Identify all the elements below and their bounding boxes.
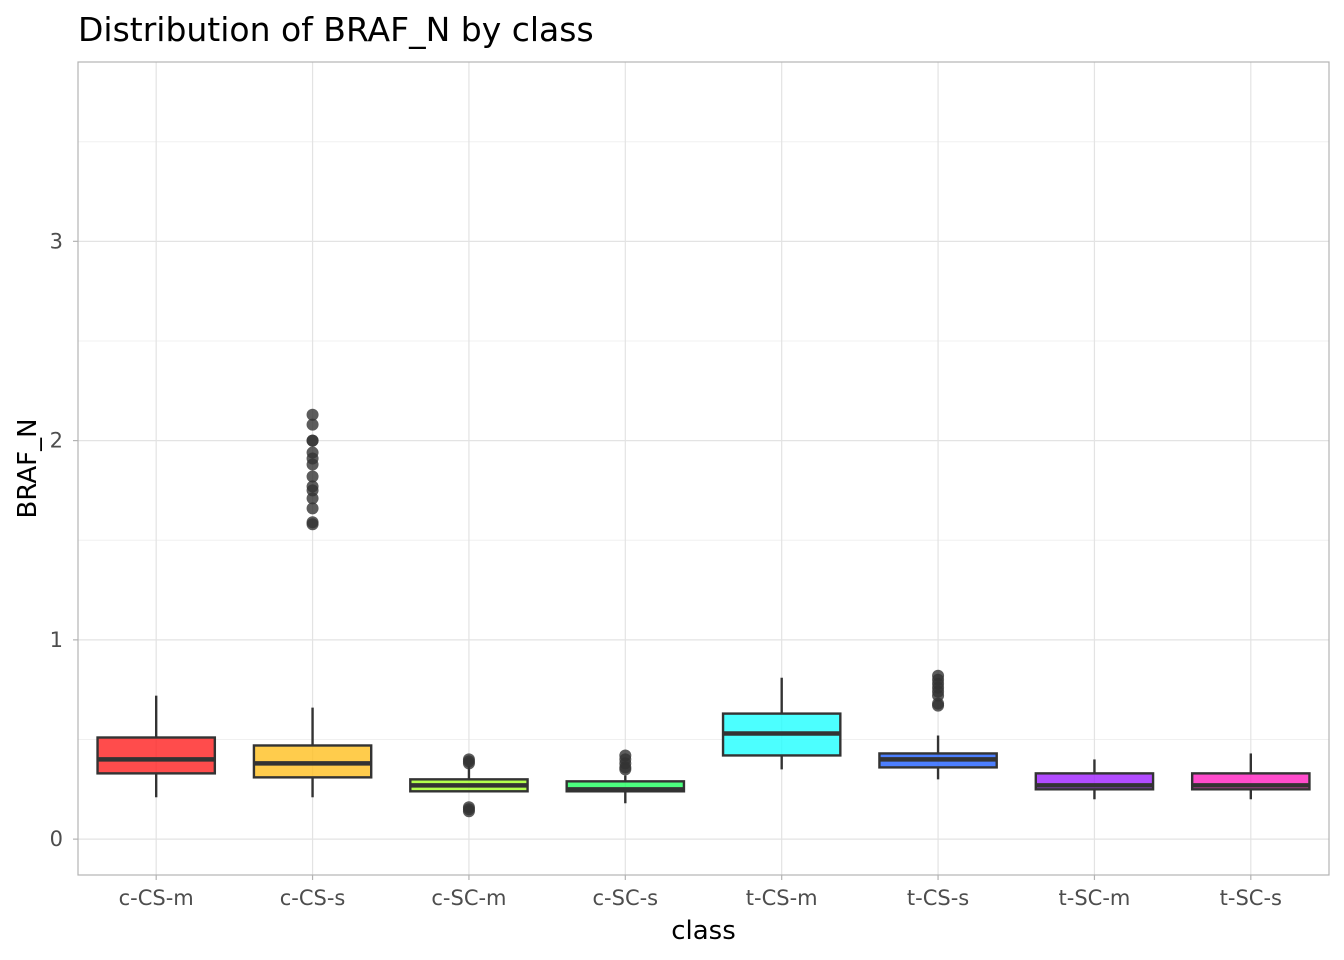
y-tick-label: 3 xyxy=(50,229,63,253)
outlier-point xyxy=(306,434,319,447)
x-tick-label: c-SC-m xyxy=(431,886,506,910)
outlier-point xyxy=(306,458,319,471)
x-tick-label: c-CS-m xyxy=(119,886,194,910)
outlier-point xyxy=(619,763,632,776)
x-tick-label: c-SC-s xyxy=(592,886,658,910)
x-tick-label: t-SC-s xyxy=(1220,886,1282,910)
y-tick-label: 0 xyxy=(50,827,63,851)
y-tick-label: 2 xyxy=(50,429,63,453)
x-tick-label: t-CS-s xyxy=(907,886,969,910)
x-tick-label: t-CS-m xyxy=(746,886,818,910)
outlier-point xyxy=(306,408,319,421)
outlier-point xyxy=(462,805,475,818)
x-axis-title: class xyxy=(671,916,736,946)
box-c-CS-m xyxy=(96,736,217,775)
chart-title: Distribution of BRAF_N by class xyxy=(78,10,594,49)
y-tick-label: 1 xyxy=(50,628,63,652)
outlier-point xyxy=(306,418,319,431)
outlier-point xyxy=(932,699,945,712)
outlier-point xyxy=(306,492,319,505)
x-tick-label: c-CS-s xyxy=(280,886,346,910)
outlier-point xyxy=(462,757,475,770)
y-axis-title: BRAF_N xyxy=(13,418,43,518)
x-tick-label: t-SC-m xyxy=(1059,886,1131,910)
outlier-point xyxy=(306,502,319,515)
outlier-point xyxy=(306,518,319,531)
panel-border xyxy=(77,61,1330,876)
outlier-point xyxy=(306,470,319,483)
